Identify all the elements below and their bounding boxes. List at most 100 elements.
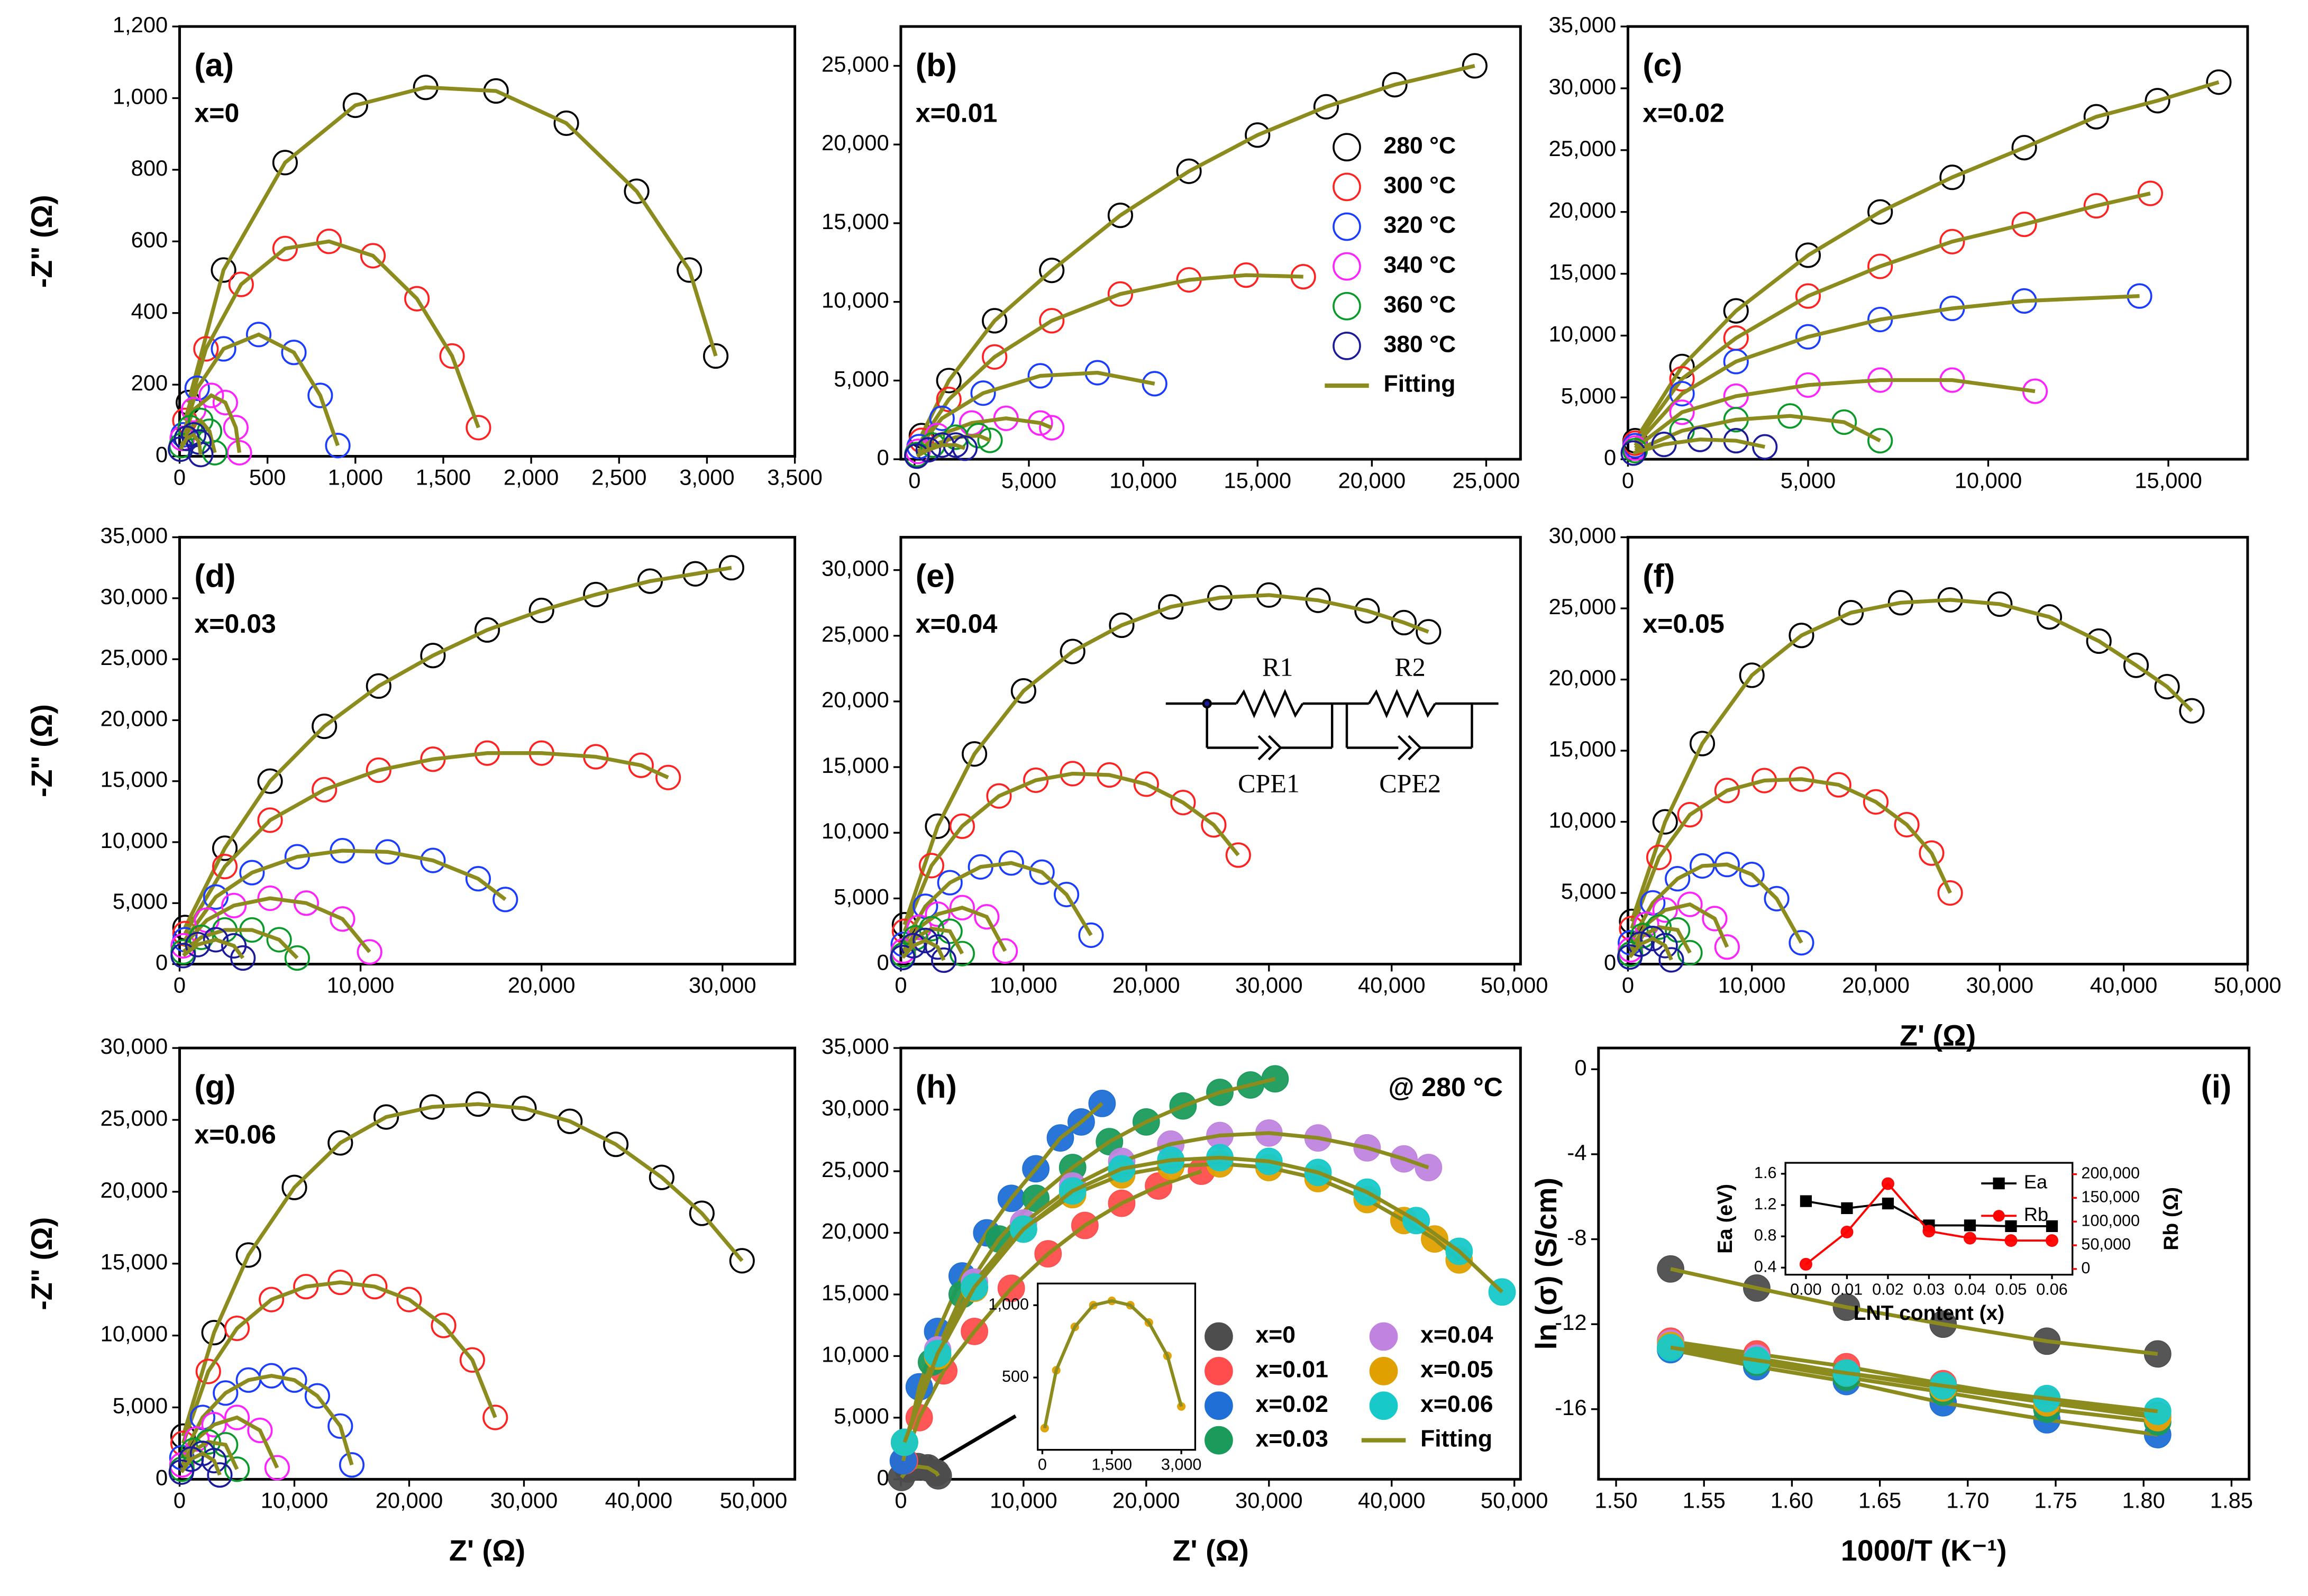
x-tick-label: 20,000 xyxy=(376,1488,443,1512)
fit-line xyxy=(902,771,1240,932)
x-tick-label: 30,000 xyxy=(1235,973,1303,998)
data-point xyxy=(1882,1197,1894,1210)
data-point xyxy=(1657,1334,1684,1362)
x-tick-label: 0 xyxy=(174,1488,186,1512)
data-point xyxy=(1964,1232,1976,1245)
data-point xyxy=(420,847,446,873)
y-axis-label: -Z" (Ω) xyxy=(25,195,58,288)
x-tick-label: 2,500 xyxy=(591,465,646,490)
x-tick-label: 50,000 xyxy=(2214,973,2282,998)
data-point xyxy=(2086,628,2112,654)
data-point xyxy=(1658,947,1684,973)
legend-label: Fitting xyxy=(1384,371,1456,397)
data-point xyxy=(1714,934,1740,960)
fit-line xyxy=(917,416,1053,453)
data-point xyxy=(1107,281,1133,307)
plot-frame xyxy=(178,1046,797,1481)
y-tick-label: 35,000 xyxy=(101,523,168,548)
x-tick-label: 0 xyxy=(1622,468,1634,493)
data-point xyxy=(925,934,951,960)
data-point xyxy=(360,243,386,269)
x-tick-label: 10,000 xyxy=(1109,468,1177,493)
x-tick-label: 20,000 xyxy=(1338,468,1406,493)
data-point xyxy=(729,1248,755,1274)
x-tick-label: 0.01 xyxy=(1831,1280,1863,1298)
data-point xyxy=(2206,69,2232,95)
circuit-label: R1 xyxy=(1262,652,1293,682)
y-tick-label: 25,000 xyxy=(101,1106,168,1130)
data-point xyxy=(624,178,650,204)
data-point xyxy=(213,1380,239,1406)
y-tick-label: 1.2 xyxy=(1754,1195,1777,1213)
y-tick-label: 10,000 xyxy=(822,818,889,843)
fit-line xyxy=(901,861,1093,946)
y-tick-label: 30,000 xyxy=(101,1034,168,1059)
y-tick-label: 30,000 xyxy=(822,556,889,581)
x-tick-label: 15,000 xyxy=(2134,468,2202,493)
annotation: x=0.02 xyxy=(1643,98,1725,127)
data-point xyxy=(264,1455,290,1481)
fit-line xyxy=(1630,777,1952,929)
data-point xyxy=(1838,600,1864,626)
data-point xyxy=(404,286,430,312)
data-point xyxy=(1652,897,1678,923)
data-point xyxy=(2145,88,2170,114)
y-tick-label: 15,000 xyxy=(1549,736,1617,761)
data-point xyxy=(281,1174,307,1200)
plot-frame xyxy=(1037,1282,1197,1451)
fit-line xyxy=(1628,862,1803,944)
data-point xyxy=(2123,652,2149,678)
data-point xyxy=(211,336,236,362)
data-point xyxy=(1937,880,1963,906)
data-point xyxy=(1789,930,1814,956)
data-point xyxy=(689,1200,715,1226)
x-tick-label: 25,000 xyxy=(1453,468,1520,493)
y-tick-label: 15,000 xyxy=(822,1280,889,1305)
data-point xyxy=(281,340,307,366)
y-tick-label: 25,000 xyxy=(822,622,889,646)
fit-line xyxy=(919,273,1303,442)
y2-tick-label: 0 xyxy=(2081,1259,2090,1277)
x-tick-label: 10,000 xyxy=(990,973,1057,998)
y-tick-label: 20,000 xyxy=(101,1178,168,1202)
data-point xyxy=(557,1108,583,1134)
panel-label: (h) xyxy=(916,1069,957,1105)
fit-line xyxy=(183,751,669,935)
data-point xyxy=(1919,840,1945,866)
data-point xyxy=(257,807,283,833)
x-tick-label: 500 xyxy=(249,465,286,490)
data-point xyxy=(1416,619,1442,645)
annotation: x=0.06 xyxy=(194,1119,276,1149)
data-point xyxy=(1060,639,1085,664)
data-point xyxy=(266,927,292,953)
legend-label: 280 °C xyxy=(1384,133,1456,159)
data-point xyxy=(982,344,1008,370)
data-point xyxy=(330,906,355,932)
x-tick-label: 0.02 xyxy=(1872,1280,1904,1298)
data-point xyxy=(1894,811,1920,837)
data-point xyxy=(184,1426,210,1452)
data-point xyxy=(992,938,1018,964)
x-tick-label: 0.00 xyxy=(1790,1280,1822,1298)
data-point xyxy=(2154,673,2180,700)
x-tick-label: 0.04 xyxy=(1954,1280,1986,1298)
y-tick-label: 0.8 xyxy=(1754,1226,1777,1244)
data-point xyxy=(974,904,1000,930)
data-point xyxy=(1841,1202,1853,1215)
y-tick-label: 5,000 xyxy=(1561,879,1616,904)
data-point xyxy=(1176,158,1202,184)
fit-line xyxy=(1670,1339,2158,1418)
data-point xyxy=(1800,1195,1812,1207)
y-tick-label: 400 xyxy=(131,299,168,324)
y-tick-label: 20,000 xyxy=(101,706,168,731)
data-point xyxy=(201,1447,227,1474)
inset-legend-label: Ea xyxy=(2024,1171,2048,1193)
data-point xyxy=(307,382,333,408)
fit-line xyxy=(181,332,340,446)
data-point xyxy=(1313,94,1339,120)
data-point xyxy=(1867,253,1893,279)
data-point xyxy=(1702,906,1728,932)
data-point xyxy=(1795,283,1821,309)
y-tick-label: -12 xyxy=(1555,1310,1586,1335)
data-point xyxy=(1462,53,1488,79)
